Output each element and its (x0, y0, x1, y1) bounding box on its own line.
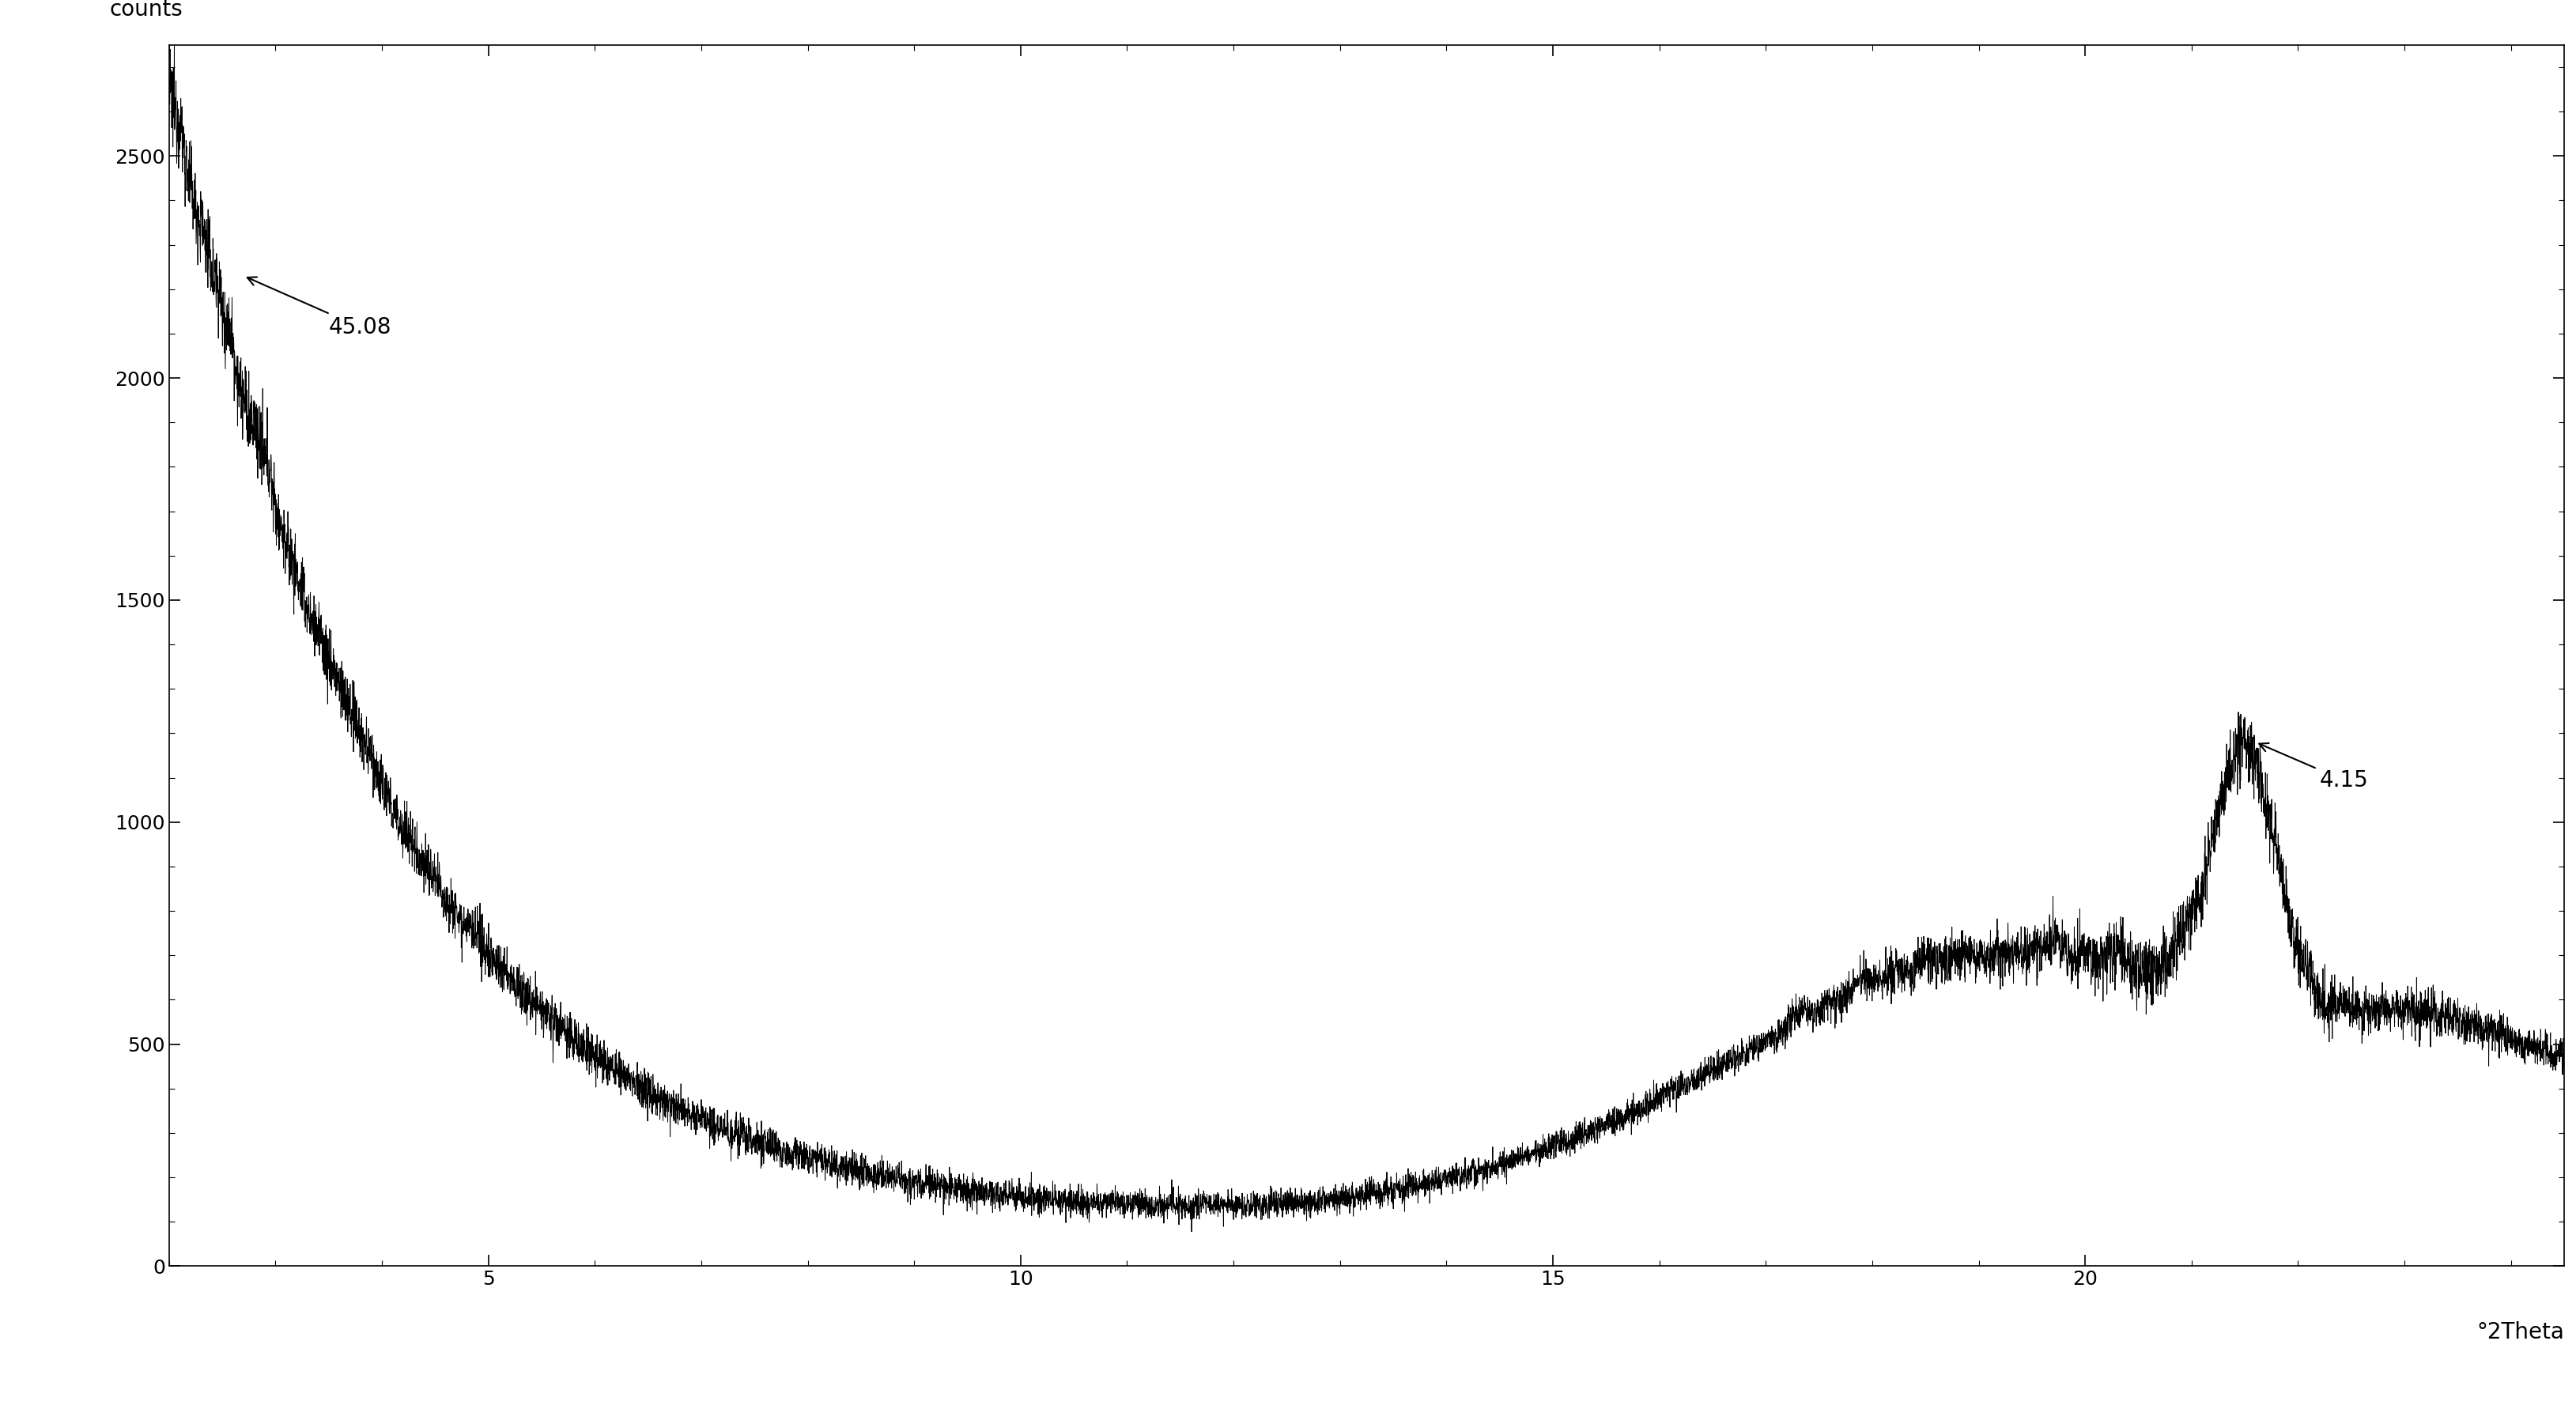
Text: 4.15: 4.15 (2259, 743, 2367, 791)
X-axis label: °2Theta: °2Theta (2476, 1321, 2563, 1343)
Y-axis label: counts: counts (108, 0, 183, 21)
Text: 45.08: 45.08 (247, 277, 392, 339)
